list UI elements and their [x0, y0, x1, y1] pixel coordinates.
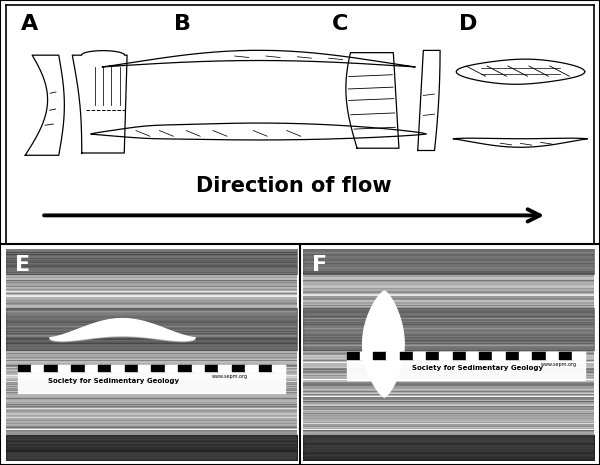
Polygon shape — [362, 292, 404, 398]
Text: Direction of flow: Direction of flow — [196, 176, 392, 196]
Text: Society for Sedimentary Geology: Society for Sedimentary Geology — [48, 378, 179, 384]
Text: www.sepm.org: www.sepm.org — [541, 362, 577, 366]
Polygon shape — [50, 319, 195, 342]
Text: F: F — [312, 255, 327, 275]
Text: A: A — [21, 14, 38, 34]
Text: C: C — [332, 14, 349, 34]
Polygon shape — [346, 53, 399, 148]
Polygon shape — [25, 55, 64, 155]
Polygon shape — [418, 50, 440, 151]
Polygon shape — [72, 51, 127, 153]
Polygon shape — [91, 123, 427, 140]
Polygon shape — [103, 50, 415, 67]
Polygon shape — [457, 59, 585, 84]
Text: E: E — [15, 255, 30, 275]
Text: B: B — [173, 14, 191, 34]
Text: Society for Sedimentary Geology: Society for Sedimentary Geology — [412, 365, 543, 372]
Polygon shape — [50, 319, 195, 340]
Text: www.sepm.org: www.sepm.org — [212, 374, 248, 379]
Text: D: D — [459, 14, 477, 34]
Polygon shape — [362, 291, 404, 397]
Polygon shape — [454, 138, 587, 147]
